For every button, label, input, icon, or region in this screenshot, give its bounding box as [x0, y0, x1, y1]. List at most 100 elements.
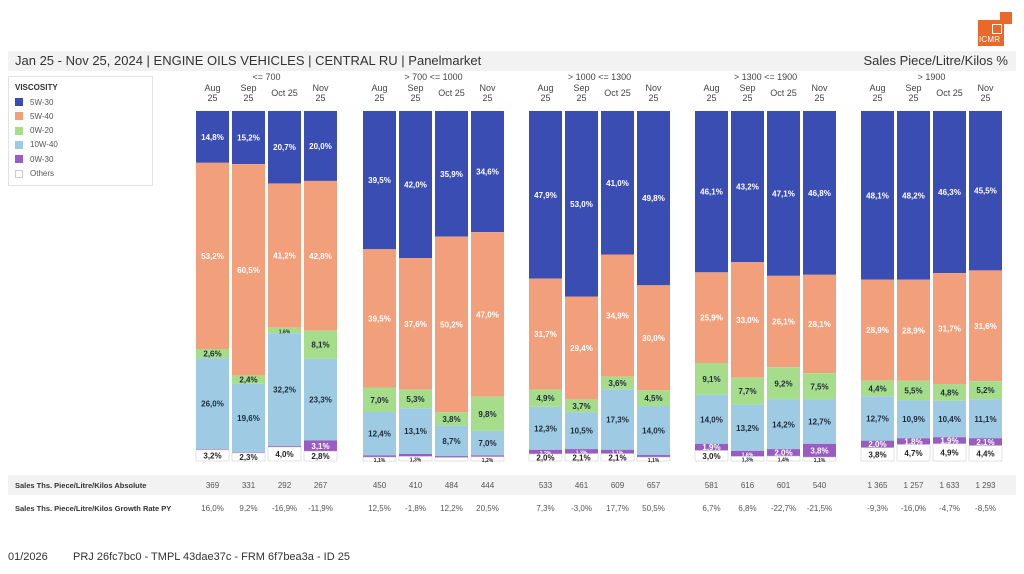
data-label: 31,6%: [974, 322, 997, 331]
data-label: 46,8%: [808, 189, 831, 198]
data-label: 53,2%: [201, 252, 224, 261]
data-label: 12,7%: [808, 418, 831, 427]
data-label: 3,0%: [702, 452, 720, 461]
data-label: 7,7%: [738, 387, 756, 396]
data-label: 19,6%: [237, 414, 260, 423]
data-label: 1,1%: [374, 458, 386, 464]
absolute-value-cell: 267: [301, 481, 341, 490]
data-label: 41,0%: [606, 179, 629, 188]
growth-value-cell: -22,7%: [764, 504, 804, 513]
absolute-value-cell: 657: [634, 481, 674, 490]
data-label: 4,0%: [275, 450, 293, 459]
data-label: 8,1%: [311, 341, 329, 350]
data-label: 37,6%: [404, 320, 427, 329]
data-label: 47,0%: [476, 310, 499, 319]
absolute-value-cell: 461: [562, 481, 602, 490]
data-label: 3,8%: [810, 447, 828, 456]
data-label: 30,0%: [642, 334, 665, 343]
growth-value-cell: -4,7%: [930, 504, 970, 513]
data-label: 34,6%: [476, 168, 499, 177]
data-label: 8,7%: [442, 437, 460, 446]
absolute-value-cell: 1 365: [858, 481, 898, 490]
data-label: 5,2%: [976, 386, 994, 395]
data-label: 60,5%: [237, 266, 260, 275]
growth-value-cell: 17,7%: [598, 504, 638, 513]
data-label: 42,0%: [404, 181, 427, 190]
data-label: 9,1%: [702, 375, 720, 384]
absolute-value-cell: 331: [229, 481, 269, 490]
data-label: 3,8%: [442, 415, 460, 424]
data-label: 1,4%: [778, 458, 790, 464]
data-label: 2,1%: [572, 453, 590, 462]
data-label: 2,3%: [239, 453, 257, 462]
data-label: 2,6%: [203, 350, 221, 359]
data-label: 50,2%: [440, 321, 463, 330]
data-label: 45,5%: [974, 187, 997, 196]
absolute-value-cell: 609: [598, 481, 638, 490]
data-label: 3,8%: [868, 450, 886, 459]
data-label: 3,7%: [572, 402, 590, 411]
growth-value-cell: -9,3%: [858, 504, 898, 513]
data-label: 12,7%: [866, 414, 889, 423]
growth-value-cell: -21,5%: [800, 504, 840, 513]
growth-value-cell: -16,9%: [265, 504, 305, 513]
data-label: 28,1%: [808, 320, 831, 329]
data-label: 20,7%: [273, 143, 296, 152]
data-label: 1,3%: [742, 458, 754, 464]
data-label: 47,9%: [534, 191, 557, 200]
data-label: 31,7%: [534, 330, 557, 339]
data-label: 4,9%: [536, 394, 554, 403]
growth-value-cell: -1,8%: [396, 504, 436, 513]
data-label: 12,3%: [534, 424, 557, 433]
growth-value-cell: 6,7%: [692, 504, 732, 513]
absolute-row-label: Sales Ths. Piece/Litre/Kilos Absolute: [15, 481, 146, 490]
absolute-value-cell: 581: [692, 481, 732, 490]
growth-value-cell: 6,8%: [728, 504, 768, 513]
growth-value-cell: -3,0%: [562, 504, 602, 513]
data-label: 4,5%: [644, 394, 662, 403]
data-label: 2,8%: [311, 452, 329, 461]
data-label: 28,9%: [866, 326, 889, 335]
data-label: 15,2%: [237, 134, 260, 143]
data-label: 4,4%: [976, 449, 994, 458]
data-label: 41,2%: [273, 252, 296, 261]
data-label: 53,0%: [570, 200, 593, 209]
absolute-value-cell: 540: [800, 481, 840, 490]
data-label: 4,4%: [868, 384, 886, 393]
footer-ids: PRJ 26fc7bc0 - TMPL 43dae37c - FRM 6f7be…: [73, 551, 350, 563]
absolute-value-cell: 1 257: [894, 481, 934, 490]
absolute-value-cell: 601: [764, 481, 804, 490]
data-label: 1,1%: [648, 458, 660, 464]
data-label: 43,2%: [736, 183, 759, 192]
absolute-value-cell: 444: [468, 481, 508, 490]
data-label: 46,1%: [700, 188, 723, 197]
data-label: 11,1%: [974, 415, 996, 424]
data-label: 33,0%: [736, 316, 759, 325]
data-label: 26,1%: [772, 318, 795, 327]
data-label: 48,2%: [902, 191, 925, 200]
absolute-value-cell: 369: [193, 481, 233, 490]
data-label: 32,2%: [273, 386, 296, 395]
growth-value-cell: -11,9%: [301, 504, 341, 513]
data-label: 3,6%: [608, 379, 626, 388]
data-label: 10,5%: [570, 427, 593, 436]
data-label: 48,1%: [866, 191, 889, 200]
data-label: 47,1%: [772, 189, 795, 198]
bar-segment-0w-30: [399, 454, 432, 456]
data-label: 4,7%: [904, 449, 922, 458]
data-label: 14,8%: [201, 133, 224, 142]
data-label: 17,3%: [606, 416, 629, 425]
growth-value-cell: 7,3%: [526, 504, 566, 513]
data-label: 35,9%: [440, 170, 463, 179]
data-label: 2,0%: [536, 454, 554, 463]
absolute-value-cell: 410: [396, 481, 436, 490]
data-label: 10,4%: [938, 415, 961, 424]
data-label: 3,2%: [203, 451, 221, 460]
data-label: 13,1%: [404, 427, 427, 436]
data-label: 34,9%: [606, 312, 629, 321]
growth-value-cell: 12,5%: [360, 504, 400, 513]
absolute-value-cell: 616: [728, 481, 768, 490]
bar-segment-others: [435, 458, 468, 462]
data-label: 9,2%: [774, 379, 792, 388]
growth-value-cell: -8,5%: [966, 504, 1006, 513]
